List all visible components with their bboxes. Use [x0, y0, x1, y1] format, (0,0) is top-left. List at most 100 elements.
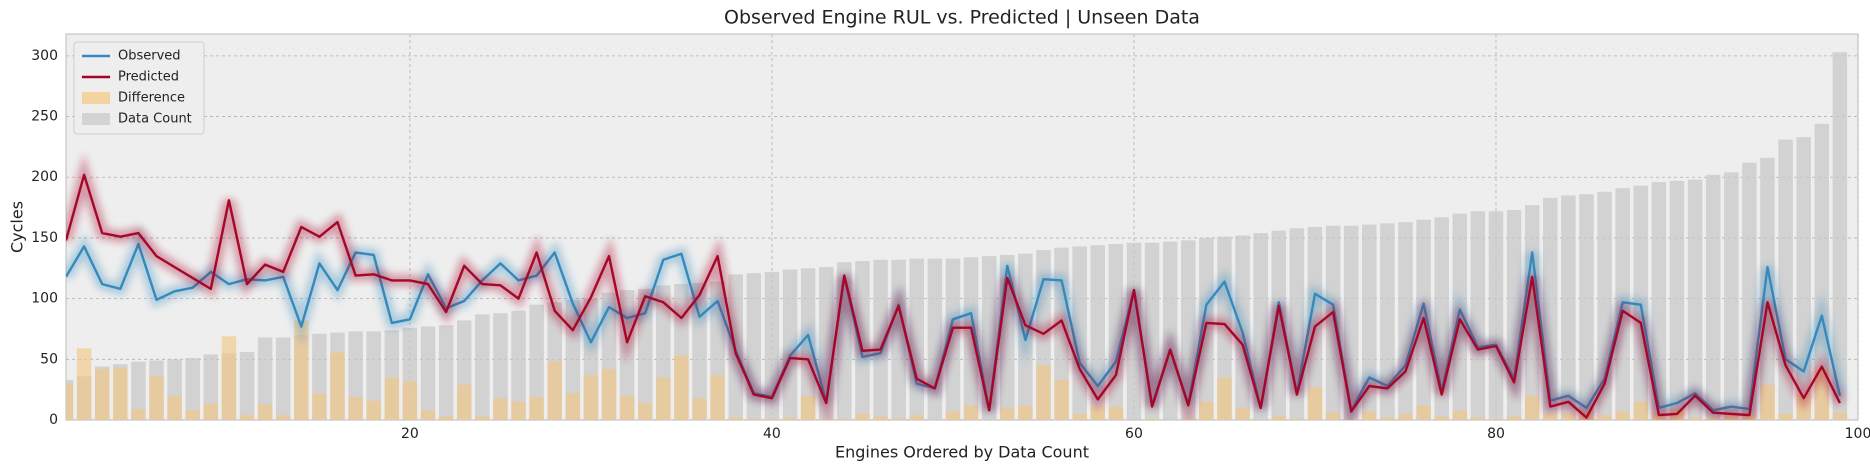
bar — [1000, 407, 1015, 420]
bar — [1669, 180, 1685, 420]
legend-box — [73, 41, 205, 135]
bar — [330, 352, 345, 420]
bar — [565, 393, 581, 420]
legend-label: Predicted — [118, 70, 179, 85]
bar — [909, 415, 924, 420]
bar — [547, 361, 562, 420]
x-tick-label: 100 — [1845, 426, 1870, 442]
chart-title: Observed Engine RUL vs. Predicted | Unse… — [724, 7, 1200, 29]
bar — [1705, 174, 1721, 420]
bar — [366, 400, 381, 420]
bar — [493, 398, 508, 420]
bar — [1687, 179, 1703, 420]
bar — [1018, 405, 1033, 420]
bar — [873, 416, 888, 420]
bar — [728, 417, 743, 420]
bar — [1108, 406, 1124, 420]
line — [66, 173, 1841, 419]
bar — [94, 369, 110, 420]
bar — [855, 413, 870, 420]
bar — [1561, 195, 1576, 420]
bar — [764, 418, 780, 420]
bar — [1036, 365, 1051, 420]
bar — [1832, 52, 1848, 420]
bar — [66, 383, 74, 420]
y-axis-label: Cycles — [8, 201, 27, 253]
legend-patch — [82, 92, 110, 104]
bar — [185, 410, 200, 420]
bar — [366, 331, 381, 420]
bar — [1760, 384, 1775, 420]
x-tick-label: 40 — [763, 426, 781, 442]
bar — [529, 304, 544, 420]
bar — [493, 313, 508, 420]
bar — [1470, 211, 1486, 420]
bar — [1289, 418, 1305, 420]
bar — [1325, 412, 1341, 420]
bar — [927, 258, 943, 420]
bar — [1416, 405, 1431, 420]
bar — [402, 381, 418, 420]
y-tick-label: 50 — [40, 351, 58, 367]
bar — [149, 376, 164, 420]
bar — [819, 418, 834, 420]
bar — [837, 418, 852, 420]
plot-area — [65, 33, 1859, 421]
legend-patch — [82, 113, 110, 125]
bar — [1832, 412, 1848, 420]
bar — [420, 410, 436, 420]
bar — [384, 377, 400, 420]
bar — [1054, 379, 1069, 420]
bar — [1126, 242, 1142, 420]
legend-label: Observed — [118, 49, 181, 64]
bar — [275, 415, 291, 420]
bar — [1090, 406, 1105, 420]
bar — [475, 416, 490, 420]
plot-content — [66, 52, 1848, 420]
bar — [131, 409, 146, 420]
bar — [511, 310, 526, 420]
bar — [674, 355, 689, 420]
y-tick-label: 300 — [31, 48, 58, 64]
bar — [601, 369, 617, 420]
bar — [1597, 415, 1612, 420]
bar — [1380, 223, 1395, 420]
y-tick-label: 0 — [49, 412, 58, 428]
bar — [656, 377, 671, 420]
bar — [239, 352, 255, 420]
bar — [257, 404, 273, 420]
bar — [1217, 377, 1232, 420]
bar — [1434, 416, 1449, 420]
bar — [583, 375, 599, 420]
bar — [348, 396, 363, 420]
bar — [1072, 413, 1087, 420]
bar — [1144, 418, 1160, 420]
bar — [529, 396, 544, 420]
bar — [1398, 413, 1413, 420]
bar — [1470, 417, 1486, 420]
bar — [312, 393, 327, 420]
bar — [1362, 411, 1377, 420]
bar — [420, 326, 436, 420]
bar — [746, 418, 762, 420]
bar — [945, 411, 961, 420]
bar — [1380, 417, 1395, 420]
bar — [511, 401, 526, 420]
bar — [76, 348, 92, 420]
bar — [131, 361, 146, 420]
bar — [203, 403, 219, 420]
bar — [1524, 395, 1540, 420]
bar — [1307, 387, 1323, 420]
bar — [438, 416, 454, 420]
bar — [1543, 413, 1558, 420]
bar — [1579, 194, 1594, 420]
bar — [221, 336, 237, 420]
y-tick-label: 100 — [31, 291, 58, 307]
bar — [1778, 413, 1793, 420]
bar — [1633, 401, 1649, 420]
legend-label: Difference — [118, 91, 185, 106]
bar — [1488, 418, 1504, 420]
bar — [438, 325, 454, 420]
bar — [637, 403, 653, 420]
